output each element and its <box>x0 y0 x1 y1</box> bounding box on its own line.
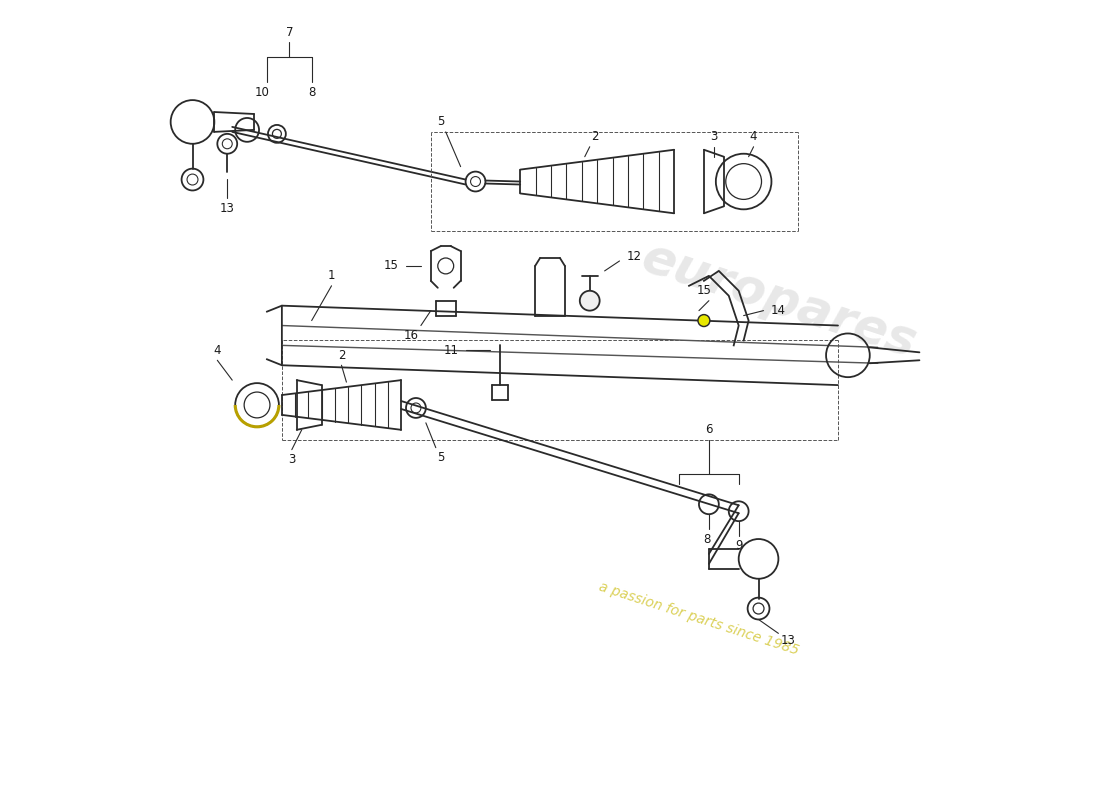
Circle shape <box>580 290 600 310</box>
Text: 13: 13 <box>220 202 234 215</box>
Text: 10: 10 <box>254 86 270 98</box>
Text: 16: 16 <box>404 329 418 342</box>
Text: 9: 9 <box>735 539 743 553</box>
Text: 4: 4 <box>750 130 757 143</box>
Text: 14: 14 <box>771 304 785 317</box>
Text: 12: 12 <box>627 250 642 262</box>
Text: 6: 6 <box>705 423 713 436</box>
Text: europares: europares <box>635 234 922 368</box>
Text: 3: 3 <box>288 453 296 466</box>
Text: 5: 5 <box>437 115 444 129</box>
Text: 7: 7 <box>286 26 293 39</box>
Text: 2: 2 <box>591 130 598 143</box>
Text: 8: 8 <box>308 86 316 98</box>
Text: 4: 4 <box>213 344 221 357</box>
Text: 3: 3 <box>711 130 717 143</box>
Text: 1: 1 <box>328 270 336 282</box>
Text: 5: 5 <box>437 451 444 464</box>
Text: 13: 13 <box>781 634 795 647</box>
Text: 15: 15 <box>384 259 398 273</box>
Text: a passion for parts since 1985: a passion for parts since 1985 <box>597 579 801 658</box>
Text: 8: 8 <box>703 533 711 546</box>
Text: 11: 11 <box>443 344 459 357</box>
Text: 2: 2 <box>338 349 345 362</box>
Text: 15: 15 <box>696 284 712 298</box>
Circle shape <box>698 314 710 326</box>
